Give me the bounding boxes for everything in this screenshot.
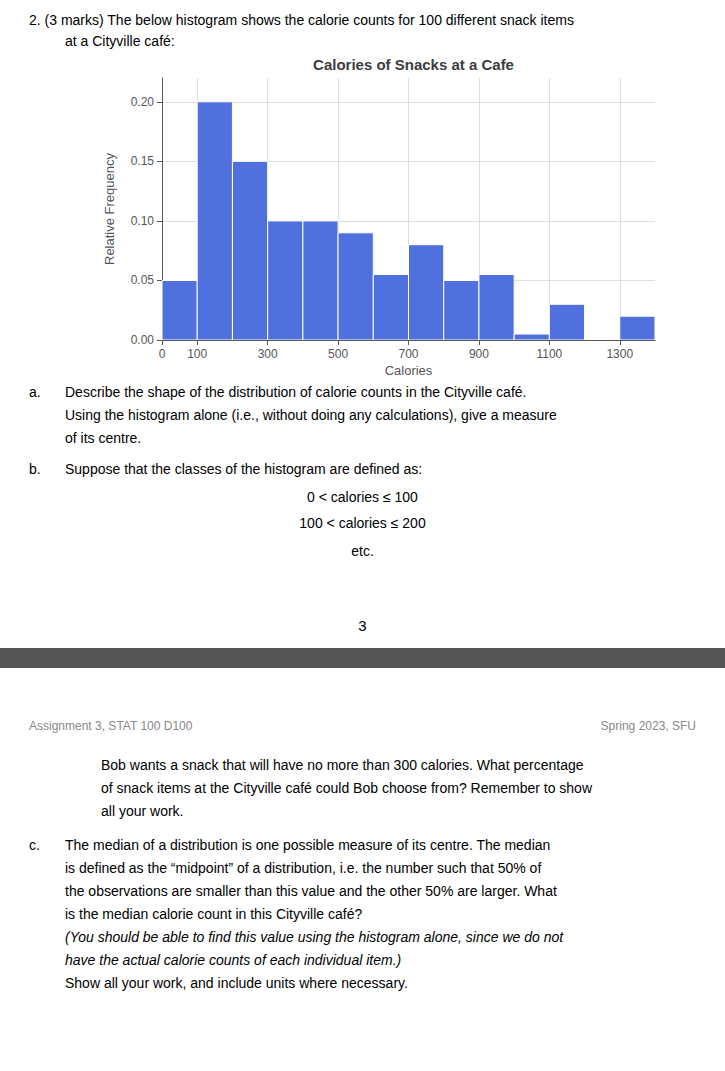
svg-text:at a Cityville café:: at a Cityville café:: [65, 33, 175, 49]
svg-text:700: 700: [398, 347, 418, 361]
svg-text:Calories of Snacks at a Cafe: Calories of Snacks at a Cafe: [313, 56, 514, 73]
svg-text:Spring 2023, SFU: Spring 2023, SFU: [601, 719, 696, 733]
svg-text:Show all your work, and includ: Show all your work, and include units wh…: [65, 975, 408, 991]
svg-text:Assignment 3, STAT 100 D100: Assignment 3, STAT 100 D100: [29, 719, 193, 733]
svg-text:0 < calories ≤ 100: 0 < calories ≤ 100: [307, 489, 418, 505]
svg-text:3: 3: [358, 617, 366, 634]
svg-text:0.15: 0.15: [131, 154, 155, 168]
svg-text:Describe the shape of the dist: Describe the shape of the distribution o…: [65, 384, 526, 400]
svg-text:Suppose that the classes of th: Suppose that the classes of the histogra…: [65, 461, 422, 477]
svg-text:b.: b.: [29, 461, 41, 477]
svg-text:500: 500: [328, 347, 348, 361]
svg-text:of its centre.: of its centre.: [65, 430, 141, 446]
svg-text:(You should be able to find th: (You should be able to find this value u…: [65, 929, 564, 945]
svg-text:of snack items at the Cityvill: of snack items at the Cityville café cou…: [101, 780, 593, 796]
svg-text:Bob wants a snack that will ha: Bob wants a snack that will have no more…: [101, 757, 584, 773]
svg-text:900: 900: [469, 347, 489, 361]
svg-text:100 < calories ≤ 200: 100 < calories ≤ 200: [299, 515, 426, 531]
svg-text:2. (3 marks) The below histogr: 2. (3 marks) The below histogram shows t…: [29, 12, 574, 28]
svg-text:0.10: 0.10: [131, 214, 155, 228]
svg-text:The median of a distribution i: The median of a distribution is one poss…: [65, 837, 550, 853]
svg-text:Using the histogram alone (i.e: Using the histogram alone (i.e., without…: [65, 407, 557, 423]
svg-text:300: 300: [258, 347, 278, 361]
svg-text:is defined as the “midpoint” o: is defined as the “midpoint” of a distri…: [65, 860, 541, 876]
svg-text:0: 0: [159, 347, 166, 361]
svg-text:Relative Frequency: Relative Frequency: [102, 153, 117, 265]
svg-text:Calories: Calories: [385, 363, 433, 378]
svg-text:100: 100: [187, 347, 207, 361]
svg-text:is the median calorie count in: is the median calorie count in this City…: [65, 906, 362, 922]
svg-text:1100: 1100: [536, 347, 562, 361]
svg-text:0.00: 0.00: [131, 333, 155, 347]
svg-text:c.: c.: [29, 837, 40, 853]
svg-text:1300: 1300: [606, 347, 633, 361]
svg-text:etc.: etc.: [351, 543, 374, 559]
svg-text:0.20: 0.20: [131, 95, 155, 109]
svg-text:a.: a.: [29, 384, 41, 400]
svg-text:the observations are smaller t: the observations are smaller than this v…: [65, 883, 557, 899]
svg-text:all your work.: all your work.: [101, 803, 183, 819]
svg-text:have the actual calorie counts: have the actual calorie counts of each i…: [65, 952, 401, 968]
svg-text:0.05: 0.05: [131, 273, 155, 287]
